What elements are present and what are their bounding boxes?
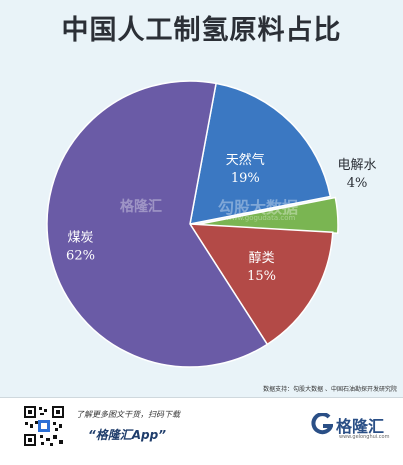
slice-name-label: 天然气 [226,152,265,168]
watermark-brand: 格隆汇 [120,199,162,215]
slice-value-label: 19% [231,171,260,186]
pie-labels: 天然气 19% 电解水 4% 醇类 15% 煤炭 62% [66,152,376,284]
watermark-text: 勾股大数据 [218,198,299,217]
footer-tagline: 了解更多图文干货，扫码下载 [76,410,180,419]
pie-slice-1 [194,196,339,235]
slice-value-label: 62% [66,249,95,264]
watermark-url: www.gogudata.com [226,214,296,222]
data-source: 数据支持：勾股大数据 、中国石油勘探开发研究院 [263,386,397,393]
chart-title: 中国人工制氢原料占比 [61,15,342,46]
watermark: 格隆汇 勾股大数据 www.gogudata.com [120,192,320,228]
qr-code-icon[interactable] [22,404,66,448]
logo-g-icon [311,413,333,435]
logo-text: 格隆汇 [336,417,385,436]
slice-name-label: 电解水 [337,158,376,173]
brand-logo: 格隆汇 www.gelonghui.com [311,412,395,442]
slice-value-label: 15% [247,269,276,284]
footer-app-name: “格隆汇App” [88,428,166,442]
logo-url: www.gelonghui.com [339,434,390,440]
slice-value-label: 4% [347,176,368,191]
pie-slice-3 [46,80,269,368]
pie-slices [46,80,339,368]
pie-slice-0 [189,82,332,225]
pie-slice-2 [188,223,334,346]
slice-name-label: 煤炭 [67,231,93,246]
footer-banner: 了解更多图文干货，扫码下载 “格隆汇App” 格隆汇 www.gelonghui… [0,397,403,465]
slice-name-label: 醇类 [249,250,275,266]
